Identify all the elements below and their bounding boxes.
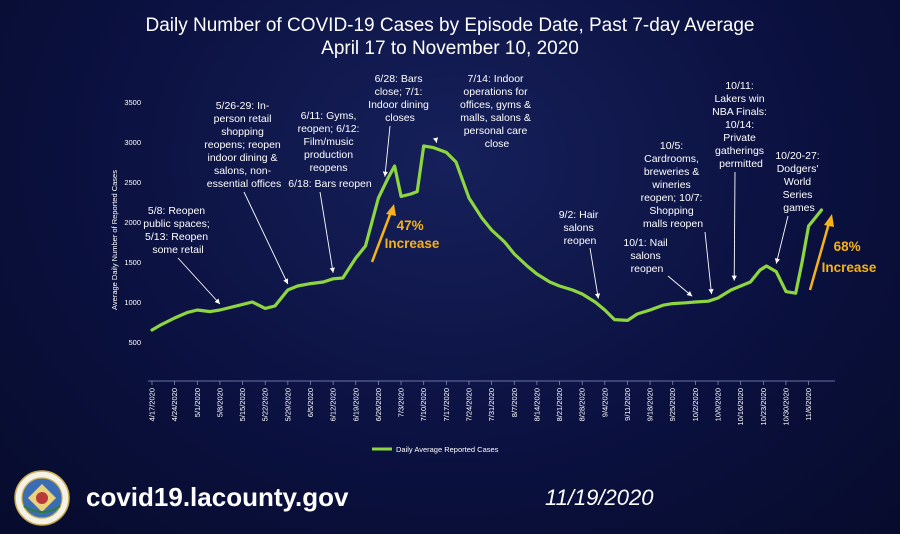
x-tick-label: 9/25/2020 xyxy=(668,388,677,421)
arrow-47-percent-head xyxy=(386,204,396,216)
annotation-pointer-head xyxy=(774,258,780,264)
annotation-9-2: 9/2: Hair salons reopen xyxy=(559,209,602,247)
arrow-47-percent xyxy=(370,211,393,263)
county-seal-icon xyxy=(14,470,70,526)
x-tick-label: 4/17/2020 xyxy=(148,388,157,421)
annotation-7-14: 7/14: Indoor operations for offices, gym… xyxy=(460,73,534,150)
x-tick-label: 5/8/2020 xyxy=(215,388,224,417)
annotation-pointer-head xyxy=(432,137,439,143)
x-tick-label: 5/29/2020 xyxy=(283,388,292,421)
x-tick-label: 7/24/2020 xyxy=(464,388,473,421)
x-tick-label: 6/12/2020 xyxy=(329,388,338,421)
annotation-pointer-head xyxy=(382,171,388,177)
x-tick-label: 7/10/2020 xyxy=(419,388,428,421)
x-tick-label: 6/5/2020 xyxy=(306,388,315,417)
annotation-pointer xyxy=(319,191,334,273)
x-tick-label: 5/1/2020 xyxy=(193,388,202,417)
annotation-6-11: 6/11: Gyms, reopen; 6/12: Film/music pro… xyxy=(288,110,372,190)
annotation-pointer xyxy=(243,191,289,285)
annotation-5-8: 5/8: Reopen public spaces; 5/13: Reopen … xyxy=(143,205,212,256)
y-tick-label: 2000 xyxy=(124,218,141,227)
arrow-68-percent-head xyxy=(824,214,834,227)
annotation-pointer xyxy=(177,257,221,305)
y-tick-label: 3000 xyxy=(124,138,141,147)
x-tick-label: 10/9/2020 xyxy=(714,388,723,421)
annotation-pointer-head xyxy=(594,293,601,299)
x-tick-label: 7/31/2020 xyxy=(487,388,496,421)
y-tick-label: 500 xyxy=(128,338,141,347)
x-tick-label: 10/30/2020 xyxy=(781,388,790,426)
y-tick-label: 1500 xyxy=(124,258,141,267)
x-tick-label: 7/3/2020 xyxy=(397,388,406,417)
title-line-2: April 17 to November 10, 2020 xyxy=(321,38,579,59)
annotation-pointer-head xyxy=(708,288,714,295)
x-tick-label: 8/21/2020 xyxy=(555,388,564,421)
annotation-pointer-head xyxy=(329,267,335,273)
annotation-pointer xyxy=(704,231,713,295)
y-tick-label: 2500 xyxy=(124,178,141,187)
x-tick-label: 5/22/2020 xyxy=(261,388,270,421)
arrow-68-percent xyxy=(808,222,831,291)
annotation-10-11: 10/11: Lakers win NBA Finals: 10/14: Pri… xyxy=(712,80,770,170)
annotation-pointer xyxy=(384,125,391,177)
annotation-68-percent: 68% Increase xyxy=(822,239,877,275)
annotation-47-percent: 47% Increase xyxy=(385,218,440,251)
x-tick-label: 10/2/2020 xyxy=(691,388,700,421)
x-tick-label: 9/18/2020 xyxy=(646,388,655,421)
annotation-pointer-head xyxy=(686,291,693,297)
x-tick-label: 10/16/2020 xyxy=(736,388,745,426)
y-axis-label: Average Daily Number of Reported Cases xyxy=(110,170,119,310)
annotation-pointer-head xyxy=(214,298,220,304)
annotation-pointer xyxy=(667,275,693,297)
y-tick-label: 1000 xyxy=(124,298,141,307)
x-tick-label: 9/4/2020 xyxy=(600,388,609,417)
annotation-10-5: 10/5: Cardrooms, breweries & wineries re… xyxy=(641,140,706,230)
annotation-6-28: 6/28: Bars close; 7/1: Indoor dining clo… xyxy=(368,73,432,124)
x-tick-label: 10/23/2020 xyxy=(759,388,768,426)
y-axis: 500 1000 1500 2000 2500 3000 3500 xyxy=(124,98,141,347)
annotation-pointer xyxy=(589,247,599,299)
annotation-pointer xyxy=(775,215,789,264)
x-tick-label: 6/26/2020 xyxy=(374,388,383,421)
title-line-1: Daily Number of COVID-19 Cases by Episod… xyxy=(145,15,755,36)
report-date: 11/19/2020 xyxy=(545,485,654,510)
legend-label: Daily Average Reported Cases xyxy=(396,445,499,454)
annotation-10-20: 10/20-27: Dodgers' World Series games xyxy=(775,150,822,214)
annotation-pointers xyxy=(177,125,789,305)
x-tick-label: 7/17/2020 xyxy=(442,388,451,421)
annotation-pointer-head xyxy=(283,278,289,284)
annotation-5-26: 5/26-29: In- person retail shopping reop… xyxy=(204,100,283,190)
x-tick-label: 9/11/2020 xyxy=(623,388,632,421)
x-tick-label: 8/14/2020 xyxy=(532,388,541,421)
x-tick-label: 8/28/2020 xyxy=(578,388,587,421)
x-tick-label: 5/15/2020 xyxy=(238,388,247,421)
y-tick-label: 3500 xyxy=(124,98,141,107)
x-tick-label: 4/24/2020 xyxy=(170,388,179,421)
annotation-10-1: 10/1: Nail salons reopen xyxy=(623,237,670,275)
annotation-pointer-head xyxy=(731,275,737,281)
chart-title: Daily Number of COVID-19 Cases by Episod… xyxy=(0,14,900,60)
x-axis: 4/17/2020 4/24/2020 5/1/2020 5/8/2020 5/15/2… xyxy=(148,381,813,426)
x-tick-label: 6/19/2020 xyxy=(351,388,360,421)
series-line-daily-average xyxy=(150,144,824,332)
annotation-pointer xyxy=(733,171,736,281)
website-url[interactable]: covid19.lacounty.gov xyxy=(86,482,349,512)
x-tick-label: 11/6/2020 xyxy=(804,388,813,421)
x-tick-label: 8/7/2020 xyxy=(510,388,519,417)
